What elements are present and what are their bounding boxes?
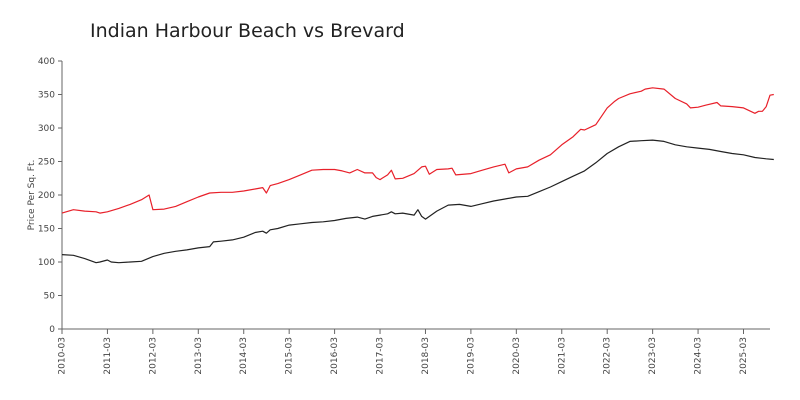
x-tick-label: 2011-03: [103, 337, 113, 375]
y-tick-label: 200: [38, 191, 55, 201]
y-tick-label: 250: [38, 158, 55, 168]
y-tick-label: 400: [38, 57, 55, 67]
x-tick-label: 2024-03: [694, 337, 704, 375]
x-tick-label: 2018-03: [421, 337, 431, 375]
series-layer: [61, 87, 774, 264]
x-tick-label: 2022-03: [603, 337, 613, 375]
x-tick-label: 2012-03: [148, 337, 158, 375]
x-tick-label: 2021-03: [557, 337, 567, 375]
y-tick-label: 0: [49, 325, 55, 335]
y-axis-title: Price Per Sq. Ft.: [27, 160, 37, 231]
y-tick-label: 50: [44, 292, 56, 302]
x-tick-label: 2019-03: [466, 337, 476, 375]
x-tick-label: 2025-03: [739, 337, 749, 375]
x-tick-label: 2017-03: [376, 337, 386, 375]
axes: 0 50 100 150 200 250 300 350 400 2010-03 2011-03 20…: [27, 57, 770, 375]
x-tick-label: 2016-03: [330, 337, 340, 375]
y-tick-label: 100: [38, 258, 55, 268]
x-tick-label: 2014-03: [239, 337, 249, 375]
x-tick-label: 2015-03: [285, 337, 295, 375]
series-line-2: [61, 139, 774, 264]
y-tick-label: 150: [38, 225, 55, 235]
y-tick-label: 300: [38, 124, 55, 134]
x-tick-label: 2010-03: [58, 337, 68, 375]
x-tick-label: 2023-03: [648, 337, 658, 375]
series-line-1: [61, 87, 774, 214]
chart-title: Indian Harbour Beach vs Brevard: [90, 20, 405, 42]
y-tick-label: 350: [38, 91, 55, 101]
x-tick-label: 2013-03: [194, 337, 204, 375]
x-tick-label: 2020-03: [512, 337, 522, 375]
